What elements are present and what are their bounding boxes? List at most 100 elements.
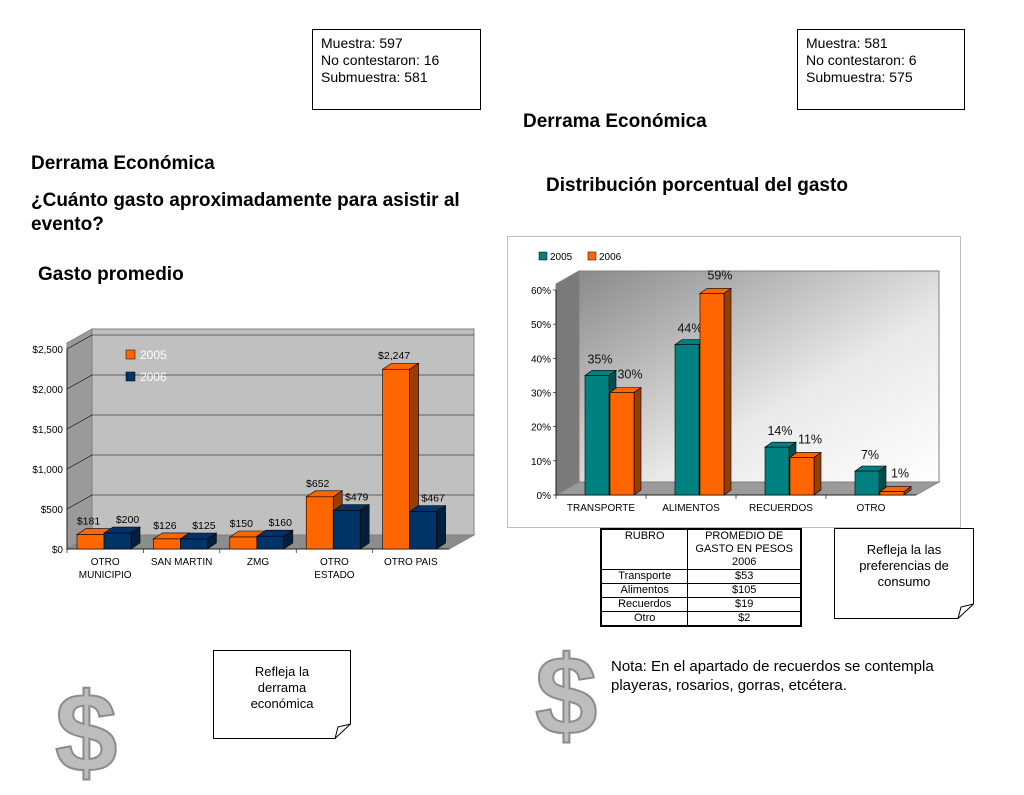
bar-front — [854, 470, 880, 496]
bar-2006 — [332, 504, 371, 550]
table-header-promedio: PROMEDIO DE GASTO EN PESOS 2006 — [687, 528, 802, 570]
bar-front — [699, 293, 725, 496]
data-label: 30% — [617, 368, 642, 382]
x-tick-label: OTRO — [857, 503, 886, 514]
table-cell: $53 — [687, 569, 802, 584]
data-label: $200 — [116, 514, 140, 526]
data-label: $479 — [345, 492, 369, 504]
chart-side-wall — [555, 270, 580, 496]
y-tick-label: $500 — [41, 505, 64, 516]
table-row: Transporte $53 — [600, 569, 802, 584]
survey-question: ¿Cuánto gasto aproximadamente para asist… — [31, 190, 460, 235]
legend-swatch — [538, 251, 548, 261]
bar-2006 — [789, 451, 822, 496]
data-label: 14% — [767, 424, 792, 438]
data-label: 44% — [677, 322, 702, 336]
x-tick-label: OTRO — [320, 557, 349, 568]
x-tick-label: OTRO — [91, 557, 120, 568]
spending-table: RUBRO PROMEDIO DE GASTO EN PESOS 2006 Tr… — [600, 528, 802, 627]
table-header-row: RUBRO PROMEDIO DE GASTO EN PESOS 2006 — [600, 528, 802, 570]
bar-front — [789, 457, 815, 496]
y-tick-label: 50% — [531, 320, 551, 331]
footnote: Nota: En el apartado de recuerdos se con… — [611, 658, 934, 694]
bar-2006 — [255, 529, 294, 550]
bar-front — [305, 496, 334, 550]
data-label: $181 — [77, 516, 101, 528]
data-label: 7% — [861, 448, 879, 462]
y-tick-label: $1,500 — [32, 425, 63, 436]
x-tick-label: TRANSPORTE — [567, 503, 635, 514]
bar-front — [879, 491, 905, 496]
table-row: Alimentos $105 — [600, 583, 802, 598]
bar-front — [76, 534, 105, 550]
bar-front — [180, 538, 208, 550]
y-tick-label: $2,000 — [32, 385, 63, 396]
x-tick-label: OTRO PAIS — [384, 557, 438, 568]
y-tick-label: $2,500 — [32, 345, 63, 356]
data-label: 59% — [707, 268, 732, 282]
data-label: $160 — [269, 517, 293, 529]
sample-info-box-left: Muestra: 597 No contestaron: 16 Submuest… — [312, 29, 481, 110]
table-cell: Transporte — [600, 569, 689, 584]
right-section-title: Derrama Económica — [523, 111, 707, 132]
dollar-sign-icon: $ — [534, 633, 598, 758]
bar-2006 — [879, 486, 912, 496]
bar-front — [229, 536, 258, 550]
note-frame — [213, 650, 351, 739]
bar-2006 — [408, 505, 447, 550]
table-cell: $2 — [687, 611, 802, 627]
gridline — [66, 494, 474, 510]
legend-label: 2005 — [140, 348, 167, 362]
legend-label: 2006 — [599, 252, 622, 263]
gridline — [66, 334, 474, 350]
x-tick-label: MUNICIPIO — [79, 570, 132, 581]
y-tick-label: $0 — [52, 545, 64, 556]
y-tick-label: 40% — [531, 354, 551, 365]
bar-front — [674, 344, 700, 496]
table-cell: Recuerdos — [600, 597, 689, 612]
bar-front — [584, 375, 610, 496]
consumption-note-text: Refleja la las preferencias de consumo — [859, 542, 949, 589]
left-section-title: Derrama Económica — [31, 153, 215, 174]
bar-side — [723, 287, 732, 496]
spending-distribution-chart-svg: 0% 10% 20% 30% 40% 50% 60% TRANSPORTE 35% 30% ALIM… — [531, 251, 941, 514]
table-header-rubro: RUBRO — [600, 528, 689, 570]
x-tick-label: ALIMENTOS — [662, 503, 720, 514]
bar-front — [103, 532, 132, 550]
bar-front — [609, 392, 635, 496]
gridline — [66, 454, 474, 470]
y-tick-label: 60% — [531, 286, 551, 297]
bar-2005 — [381, 362, 420, 550]
table-row: Recuerdos $19 — [600, 597, 802, 612]
data-label: $652 — [306, 478, 330, 490]
bar-2006 — [609, 386, 642, 496]
data-label: 1% — [891, 467, 909, 481]
bar-front — [332, 510, 361, 550]
bar-2005 — [854, 465, 887, 496]
table-cell: Alimentos — [600, 583, 689, 598]
x-tick-label: ESTADO — [314, 570, 355, 581]
y-tick-label: 20% — [531, 423, 551, 434]
right-chart-subtitle: Distribución porcentual del gasto — [546, 175, 848, 196]
legend-swatch — [125, 371, 136, 382]
note-frame — [834, 528, 974, 619]
sample-size: Muestra: 597 — [321, 35, 403, 51]
economic-impact-note: Refleja la derrama económica — [213, 650, 351, 739]
dollar-sign-icon: $ — [54, 670, 118, 795]
gridline — [66, 414, 474, 430]
data-label: $467 — [421, 493, 445, 505]
y-tick-label: 10% — [531, 457, 551, 468]
bar-front — [382, 368, 410, 550]
bar-2006 — [103, 526, 141, 550]
subsample-size: Submuestra: 581 — [321, 69, 428, 85]
spending-distribution-chart: 0% 10% 20% 30% 40% 50% 60% TRANSPORTE 35% 30% ALIM… — [507, 236, 961, 528]
x-tick-label: ZMG — [247, 557, 269, 568]
bar-front — [764, 446, 790, 496]
average-spending-chart-svg: $0 $500 $1,000 $1,500 $2,000 $2,500 OTRO MUNICI… — [32, 328, 476, 581]
bar-front — [409, 511, 437, 550]
data-label: $125 — [192, 520, 216, 532]
subsample-size: Submuestra: 575 — [806, 69, 913, 85]
table-cell: $19 — [687, 597, 802, 612]
bar-side — [633, 386, 642, 496]
data-label: 11% — [798, 432, 822, 446]
